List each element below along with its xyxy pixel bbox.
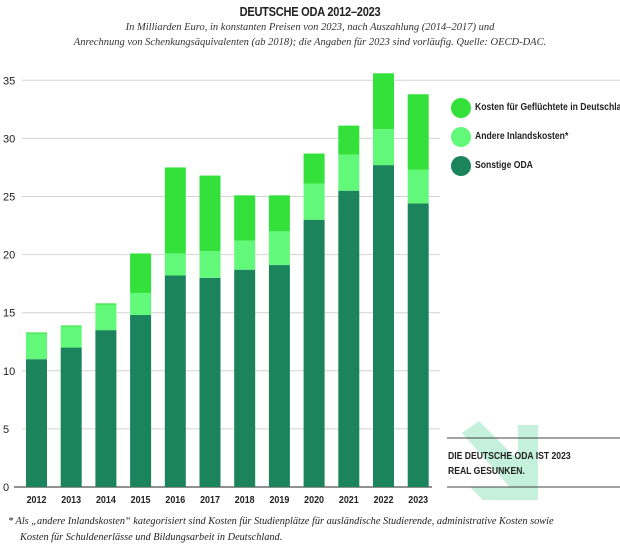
- bar-segment-2015-2: [130, 253, 152, 293]
- bar-segment-2014-2: [95, 303, 117, 305]
- bar-segment-2015-1: [130, 292, 152, 316]
- bar-segment-2019-2: [268, 195, 290, 232]
- bar-segment-2022-0: [373, 165, 394, 487]
- bar-segment-2022-1: [373, 129, 394, 166]
- x-tick-label: 2017: [200, 494, 220, 506]
- y-tick-label: 30: [3, 133, 15, 145]
- footnote-line-2: Kosten für Schuldenerlässe und Bildungsa…: [20, 532, 283, 543]
- y-tick-label: 15: [3, 308, 15, 320]
- y-tick-label: 35: [3, 75, 15, 87]
- bar-segment-2016-1: [164, 253, 186, 276]
- callout-line-2: REAL GESUNKEN.: [448, 465, 525, 477]
- legend-swatch-icon: [451, 98, 471, 118]
- bar-segment-2021-0: [338, 190, 360, 487]
- legend-label: Sonstige ODA: [475, 159, 533, 171]
- footnote-line-1: * Als „andere Inlandskosten“ kategorisie…: [8, 516, 554, 527]
- x-tick-label: 2018: [235, 494, 255, 506]
- bar-segment-2018-0: [234, 269, 256, 487]
- x-tick-label: 2015: [131, 494, 151, 506]
- bar-segment-2023-2: [407, 94, 429, 170]
- bar-segment-2014-0: [95, 330, 117, 487]
- bar-segment-2019-0: [268, 265, 290, 487]
- bar-segment-2019-1: [268, 231, 290, 266]
- bar-segment-2017-2: [199, 175, 221, 252]
- x-tick-label: 2022: [374, 494, 394, 506]
- bar-segment-2015-0: [130, 315, 152, 487]
- y-tick-label: 5: [3, 424, 9, 436]
- bar-segment-2021-1: [338, 154, 360, 191]
- bar-segment-2016-2: [164, 167, 186, 254]
- chart-title: DEUTSCHE ODA 2012–2023: [239, 4, 381, 19]
- bar-segment-2013-1: [60, 326, 82, 348]
- bar-segment-2014-1: [95, 304, 117, 331]
- legend-label: Kosten für Geflüchtete in Deutschland: [475, 101, 620, 113]
- bar-segment-2020-2: [303, 153, 325, 184]
- bar-segment-2022-2: [373, 73, 394, 130]
- x-tick-label: 2013: [61, 494, 81, 506]
- bar-segment-2020-1: [303, 183, 325, 220]
- y-tick-label: 0: [3, 482, 9, 494]
- chart-subtitle-line-1: In Milliarden Euro, in konstanten Preise…: [125, 22, 495, 33]
- callout-line-1: DIE DEUTSCHE ODA IST 2023: [448, 450, 571, 462]
- chart-subtitle-line-2: Anrechnung von Schenkungsäquivalenten (a…: [73, 37, 547, 48]
- bar-segment-2018-2: [234, 195, 256, 241]
- bar-segment-2016-0: [164, 275, 186, 487]
- legend-swatch-icon: [451, 156, 471, 176]
- bar-segment-2017-0: [199, 277, 221, 487]
- down-right-arrow-icon: [462, 421, 538, 500]
- bar-segment-2012-1: [26, 333, 47, 360]
- x-tick-label: 2012: [27, 494, 47, 506]
- bar-segment-2021-2: [338, 125, 360, 155]
- bar-segment-2023-1: [407, 169, 429, 204]
- bar-segment-2012-0: [26, 359, 47, 487]
- x-tick-label: 2019: [269, 494, 289, 506]
- bar-segment-2017-1: [199, 251, 221, 278]
- bar-segment-2013-0: [60, 347, 82, 487]
- legend-label: Andere Inlandskosten*: [475, 130, 569, 142]
- bar-segment-2018-1: [234, 240, 256, 270]
- x-tick-label: 2021: [339, 494, 359, 506]
- x-tick-label: 2020: [304, 494, 324, 506]
- bar-segment-2023-0: [407, 203, 429, 488]
- y-tick-label: 20: [3, 250, 15, 262]
- bar-segment-2013-2: [60, 325, 82, 327]
- y-tick-label: 25: [3, 192, 15, 204]
- x-tick-label: 2023: [408, 494, 428, 506]
- y-tick-label: 10: [3, 366, 15, 378]
- x-tick-label: 2014: [96, 494, 116, 506]
- bar-segment-2020-0: [303, 219, 325, 488]
- legend-swatch-icon: [451, 127, 471, 147]
- x-tick-label: 2016: [165, 494, 185, 506]
- bar-segment-2012-2: [26, 332, 47, 334]
